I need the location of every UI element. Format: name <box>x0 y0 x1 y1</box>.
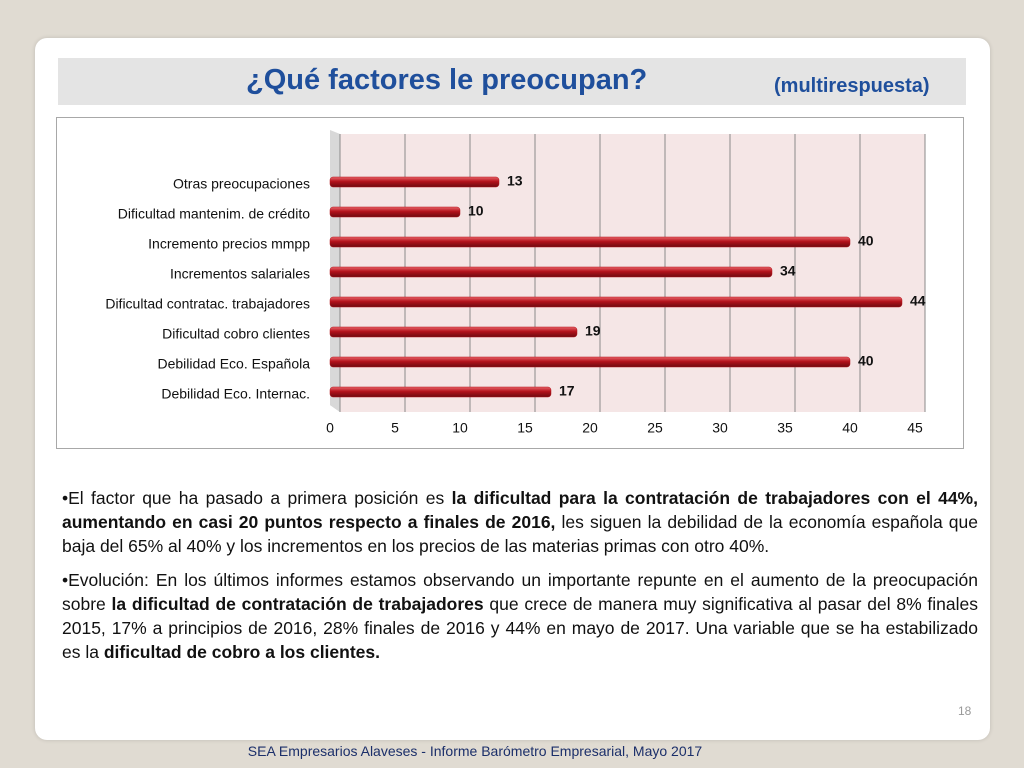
slide-subtitle: (multirespuesta) <box>774 75 930 97</box>
data-label: 19 <box>585 323 601 339</box>
x-tick-label: 0 <box>326 420 334 436</box>
y-tick-label: Dificultad mantenim. de crédito <box>118 206 310 222</box>
x-tick-label: 35 <box>777 420 793 436</box>
x-tick-label: 25 <box>647 420 663 436</box>
data-label: 40 <box>858 233 874 249</box>
bar <box>329 176 500 188</box>
data-label: 34 <box>780 263 796 279</box>
footer: SEA Empresarios Alaveses - Informe Baróm… <box>247 743 703 759</box>
text-run: que crece de manera muy significativa al… <box>62 594 979 662</box>
y-tick-label: Otras preocupaciones <box>173 176 310 192</box>
text-run: •El factor que ha pasado a primera posic… <box>62 488 452 508</box>
bar <box>329 296 903 308</box>
x-tick-label: 45 <box>907 420 923 436</box>
data-label: 17 <box>559 383 575 399</box>
paragraph: •Evolución: En los últimos informes esta… <box>62 568 978 664</box>
data-label: 44 <box>910 293 926 309</box>
y-tick-label: Dificultad contratac. trabajadores <box>105 296 310 312</box>
y-tick-label: Debilidad Eco. Española <box>157 356 310 372</box>
data-label: 40 <box>858 353 874 369</box>
chart: 0 5 10 15 20 25 30 35 40 45 Otras preocupaciones 13… <box>105 130 926 436</box>
bar <box>329 206 461 218</box>
x-tick-label: 15 <box>517 420 533 436</box>
x-tick-label: 10 <box>452 420 468 436</box>
text-run: la dificultad para la contratación de tr… <box>62 488 978 532</box>
y-tick-label: Dificultad cobro clientes <box>162 326 310 342</box>
text-run: dificultad de cobro a los clientes. <box>103 642 380 662</box>
bar <box>329 266 773 278</box>
x-tick-label: 20 <box>582 420 598 436</box>
x-tick-label: 40 <box>842 420 858 436</box>
text-run: la dificultad de contratación de trabaja… <box>111 594 484 614</box>
page-number: 18 <box>958 704 972 718</box>
y-tick-label: Incrementos salariales <box>170 266 310 282</box>
x-tick-label: 30 <box>712 420 728 436</box>
x-tick-label: 5 <box>391 420 399 436</box>
bar <box>329 386 552 398</box>
title-band <box>58 58 966 105</box>
bar <box>329 326 578 338</box>
bar <box>329 356 851 368</box>
y-tick-label: Incremento precios mmpp <box>148 236 310 252</box>
data-label: 13 <box>507 173 523 189</box>
slide-title: ¿Qué factores le preocupan? <box>246 64 648 96</box>
chart-frame <box>56 117 964 449</box>
y-tick-label: Debilidad Eco. Internac. <box>161 386 310 402</box>
paragraph: •El factor que ha pasado a primera posic… <box>62 486 978 558</box>
text-run: les siguen la debilidad de la economía e… <box>62 512 978 556</box>
text-run: •Evolución: En los últimos informes esta… <box>62 570 978 614</box>
data-label: 10 <box>468 203 484 219</box>
body-text: •El factor que ha pasado a primera posic… <box>62 486 978 674</box>
bar <box>329 236 851 248</box>
